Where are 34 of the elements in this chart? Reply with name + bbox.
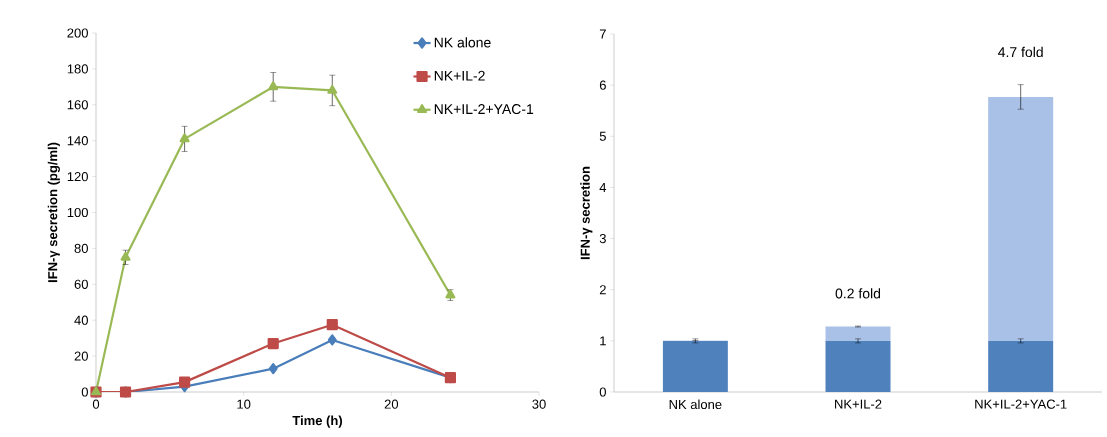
x-axis-title: Time (h) bbox=[292, 415, 343, 428]
y-tick-label: 120 bbox=[67, 171, 88, 182]
y-tick-label: 60 bbox=[74, 279, 88, 289]
x-tick-label: NK alone bbox=[669, 399, 722, 410]
x-tick-label: 20 bbox=[384, 399, 399, 409]
x-tick-label: NK+IL-2+YAC-1 bbox=[975, 399, 1067, 409]
y-tick-label: 180 bbox=[67, 64, 88, 74]
y-tick-label: 140 bbox=[67, 136, 88, 146]
annotation: 0.2 fold bbox=[835, 288, 881, 299]
y-tick-label: 160 bbox=[67, 100, 88, 110]
annotation: 4.7 fold bbox=[998, 46, 1043, 58]
y-tick-label: 80 bbox=[74, 243, 88, 253]
y-tick-label: 100 bbox=[67, 207, 88, 218]
x-tick-label: NK+IL-2 bbox=[835, 399, 882, 409]
x-tick-label: 10 bbox=[237, 399, 251, 409]
y-axis-title: IFN-γ secretion bbox=[580, 166, 593, 260]
y-tick-label: 200 bbox=[67, 28, 88, 38]
y-axis-title: IFN-γ secretion (pg/ml) bbox=[47, 142, 60, 283]
y-tick-label: 0 bbox=[599, 387, 606, 397]
y-tick-label: 4 bbox=[599, 182, 607, 192]
y-tick-label: 3 bbox=[599, 233, 606, 244]
legend-label: NK+IL-2 bbox=[434, 70, 485, 81]
legend-label: NK+IL-2+YAC-1 bbox=[434, 104, 534, 115]
y-tick-label: 0 bbox=[81, 387, 88, 397]
x-tick-label: 30 bbox=[532, 399, 546, 409]
y-tick-label: 5 bbox=[599, 131, 606, 141]
y-tick-label: 7 bbox=[599, 29, 606, 39]
y-tick-label: 20 bbox=[74, 351, 88, 361]
y-tick-label: 2 bbox=[599, 285, 606, 295]
y-tick-label: 6 bbox=[599, 80, 606, 90]
y-tick-label: 40 bbox=[74, 315, 88, 325]
y-tick-label: 1 bbox=[600, 336, 606, 346]
x-tick-label: 0 bbox=[92, 399, 100, 409]
legend-label: NK alone bbox=[434, 37, 491, 48]
